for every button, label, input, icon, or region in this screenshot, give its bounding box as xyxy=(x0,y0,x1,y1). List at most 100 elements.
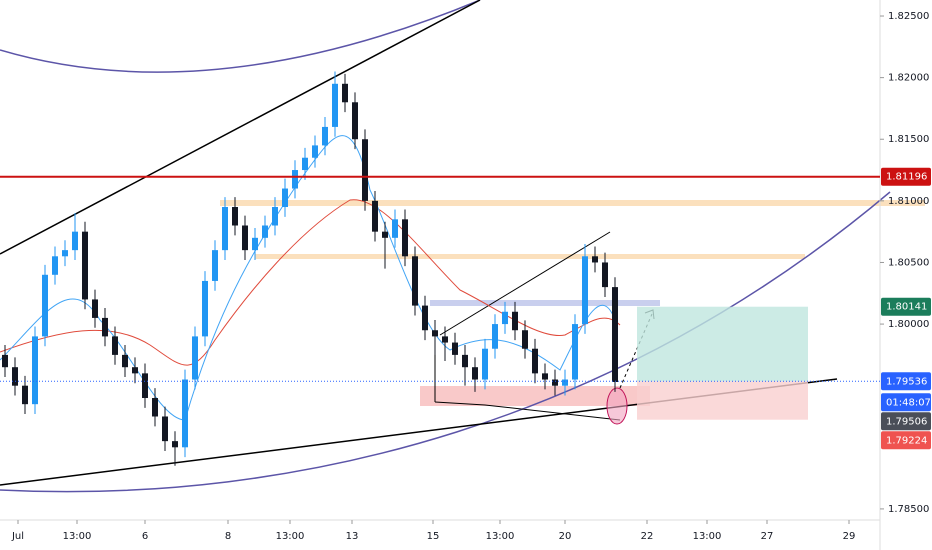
price-tag xyxy=(881,393,931,412)
candle-body xyxy=(212,250,218,281)
candle-body xyxy=(242,225,248,251)
resistance-zone xyxy=(220,200,925,206)
price-tag xyxy=(881,297,931,316)
x-tick-label: 13 xyxy=(346,531,359,542)
candle-body xyxy=(452,342,458,355)
price-tag xyxy=(881,167,931,186)
candle-body xyxy=(142,373,148,399)
x-tick-label: 22 xyxy=(641,531,654,542)
candle-body xyxy=(532,348,538,374)
candle-body xyxy=(592,256,598,263)
candle-body xyxy=(122,354,128,368)
x-tick-label: 27 xyxy=(761,531,774,542)
candle-body xyxy=(102,317,108,337)
candle-body xyxy=(2,354,8,368)
candles xyxy=(2,71,618,466)
take-profit-box xyxy=(637,306,808,382)
support-zone xyxy=(430,300,660,306)
candle-body xyxy=(382,231,388,238)
candle-body xyxy=(482,348,488,380)
candle-body xyxy=(172,441,178,448)
x-tick-label: 13:00 xyxy=(486,531,515,542)
candle-body xyxy=(202,280,208,337)
candle-body xyxy=(182,379,188,448)
candle-body xyxy=(352,102,358,140)
candle-body xyxy=(362,139,368,201)
moving-average xyxy=(0,135,616,421)
candle-body xyxy=(522,330,528,349)
moving-average xyxy=(0,199,621,366)
y-tick-label: 1.80500 xyxy=(888,257,929,268)
candle-body xyxy=(462,354,468,368)
x-tick-label: 13:00 xyxy=(276,531,305,542)
y-tick-label: 1.81000 xyxy=(888,196,929,207)
candle-body xyxy=(232,207,238,226)
candle-body xyxy=(342,83,348,103)
y-tick-label: 1.80000 xyxy=(888,319,929,330)
candle-body xyxy=(162,416,168,442)
price-tag-label: 1.80141 xyxy=(886,302,927,313)
y-tick-label: 1.82500 xyxy=(888,11,929,22)
candle-body xyxy=(322,126,328,146)
candle-body xyxy=(262,225,268,238)
candle-body xyxy=(12,367,18,386)
candle-body xyxy=(52,256,58,275)
candle-body xyxy=(332,83,338,127)
channel-line xyxy=(434,401,621,421)
candle-body xyxy=(92,299,98,318)
highlight xyxy=(606,387,628,425)
channel-line xyxy=(439,231,611,336)
candle-body xyxy=(612,287,618,382)
candle-body xyxy=(132,367,138,374)
candle-body xyxy=(302,157,308,171)
drawings xyxy=(0,0,925,493)
candle-body xyxy=(42,274,48,337)
candle-body xyxy=(372,200,378,232)
candle-body xyxy=(412,256,418,306)
candle-body xyxy=(272,207,278,226)
candle-body xyxy=(422,305,428,331)
resistance-zone xyxy=(255,254,805,259)
candle-body xyxy=(562,379,568,386)
x-tick-label: Jul xyxy=(11,531,24,542)
candle-body xyxy=(252,237,258,251)
x-tick-label: 8 xyxy=(225,531,231,542)
candle-body xyxy=(282,188,288,208)
price-tag-label: 1.79536 xyxy=(886,376,927,387)
price-tag xyxy=(881,372,931,391)
candle-body xyxy=(392,219,398,238)
candle-body xyxy=(22,385,28,405)
x-tick-label: 29 xyxy=(843,531,856,542)
candle-body xyxy=(82,231,88,300)
candle-body xyxy=(112,336,118,355)
candle-body xyxy=(492,324,498,349)
candle-body xyxy=(442,336,448,343)
candle-body xyxy=(292,170,298,189)
trend-line xyxy=(0,0,481,255)
candle-body xyxy=(152,398,158,417)
price-tag-label: 1.79506 xyxy=(886,416,927,427)
x-tick-label: 20 xyxy=(559,531,572,542)
x-tick-label: 6 xyxy=(142,531,148,542)
candle-body xyxy=(432,330,438,337)
candle-body xyxy=(222,207,228,251)
candle-body xyxy=(32,336,38,405)
candle-body xyxy=(512,311,518,331)
candle-body xyxy=(402,219,408,257)
candle-body xyxy=(572,324,578,380)
price-tag-label: 1.81196 xyxy=(886,172,927,183)
candle-body xyxy=(542,373,548,380)
price-tag-label: 1.79224 xyxy=(886,435,927,446)
price-tag-label: 01:48:07 xyxy=(886,397,931,408)
demand-zone xyxy=(420,386,650,406)
price-tag xyxy=(881,431,931,450)
candle-body xyxy=(602,262,608,288)
candle-body xyxy=(582,256,588,325)
x-tick-label: 15 xyxy=(427,531,440,542)
price-tag xyxy=(881,412,931,431)
candle-body xyxy=(192,336,198,380)
y-tick-label: 1.82000 xyxy=(888,73,929,84)
y-tick-label: 1.81500 xyxy=(888,134,929,145)
